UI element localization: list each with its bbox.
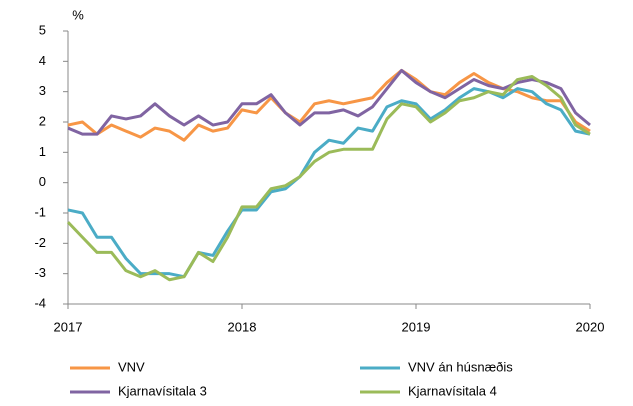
series-line <box>67 87 591 279</box>
x-tick-label: 2017 <box>54 319 83 334</box>
y-tick-label: 0 <box>39 174 46 189</box>
y-tick-label: -1 <box>34 204 46 219</box>
y-tick-label: -3 <box>34 265 46 280</box>
legend-label: VNV án húsnæðis <box>408 359 513 374</box>
y-tick-label: 4 <box>39 53 46 68</box>
y-tick-label: 3 <box>39 83 46 98</box>
series-line <box>67 68 591 142</box>
y-tick-label: 5 <box>39 22 46 37</box>
y-axis-label: % <box>72 7 84 22</box>
series-line <box>66 75 591 282</box>
y-tick-label: -2 <box>34 235 46 250</box>
x-tick-label: 2020 <box>576 319 605 334</box>
y-tick-label: -4 <box>34 295 46 310</box>
y-tick-label: 1 <box>39 144 46 159</box>
legend-label: VNV <box>118 359 145 374</box>
legend-label: Kjarnavísitala 4 <box>408 383 497 398</box>
legend-label: Kjarnavísitala 3 <box>118 383 207 398</box>
y-tick-label: 2 <box>39 113 46 128</box>
x-tick-label: 2018 <box>228 319 257 334</box>
x-tick-label: 2019 <box>402 319 431 334</box>
series-line <box>67 68 591 136</box>
